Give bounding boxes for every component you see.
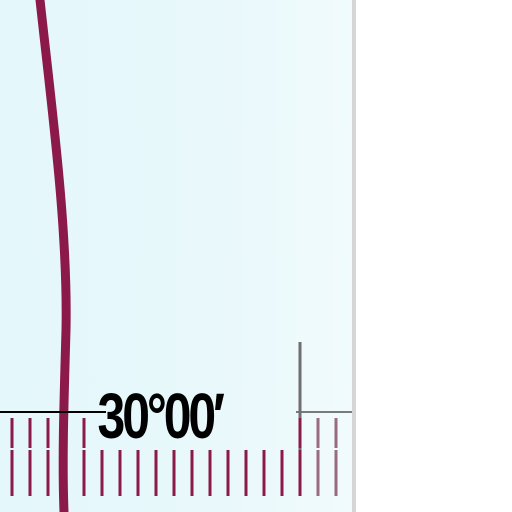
- map-frame-border: [352, 0, 356, 512]
- page-margin: [356, 0, 512, 512]
- scale-ticks: [10, 418, 338, 496]
- route-line: [35, 0, 71, 512]
- chart-water-area: [0, 0, 352, 512]
- latitude-label: 30°00′: [97, 380, 225, 452]
